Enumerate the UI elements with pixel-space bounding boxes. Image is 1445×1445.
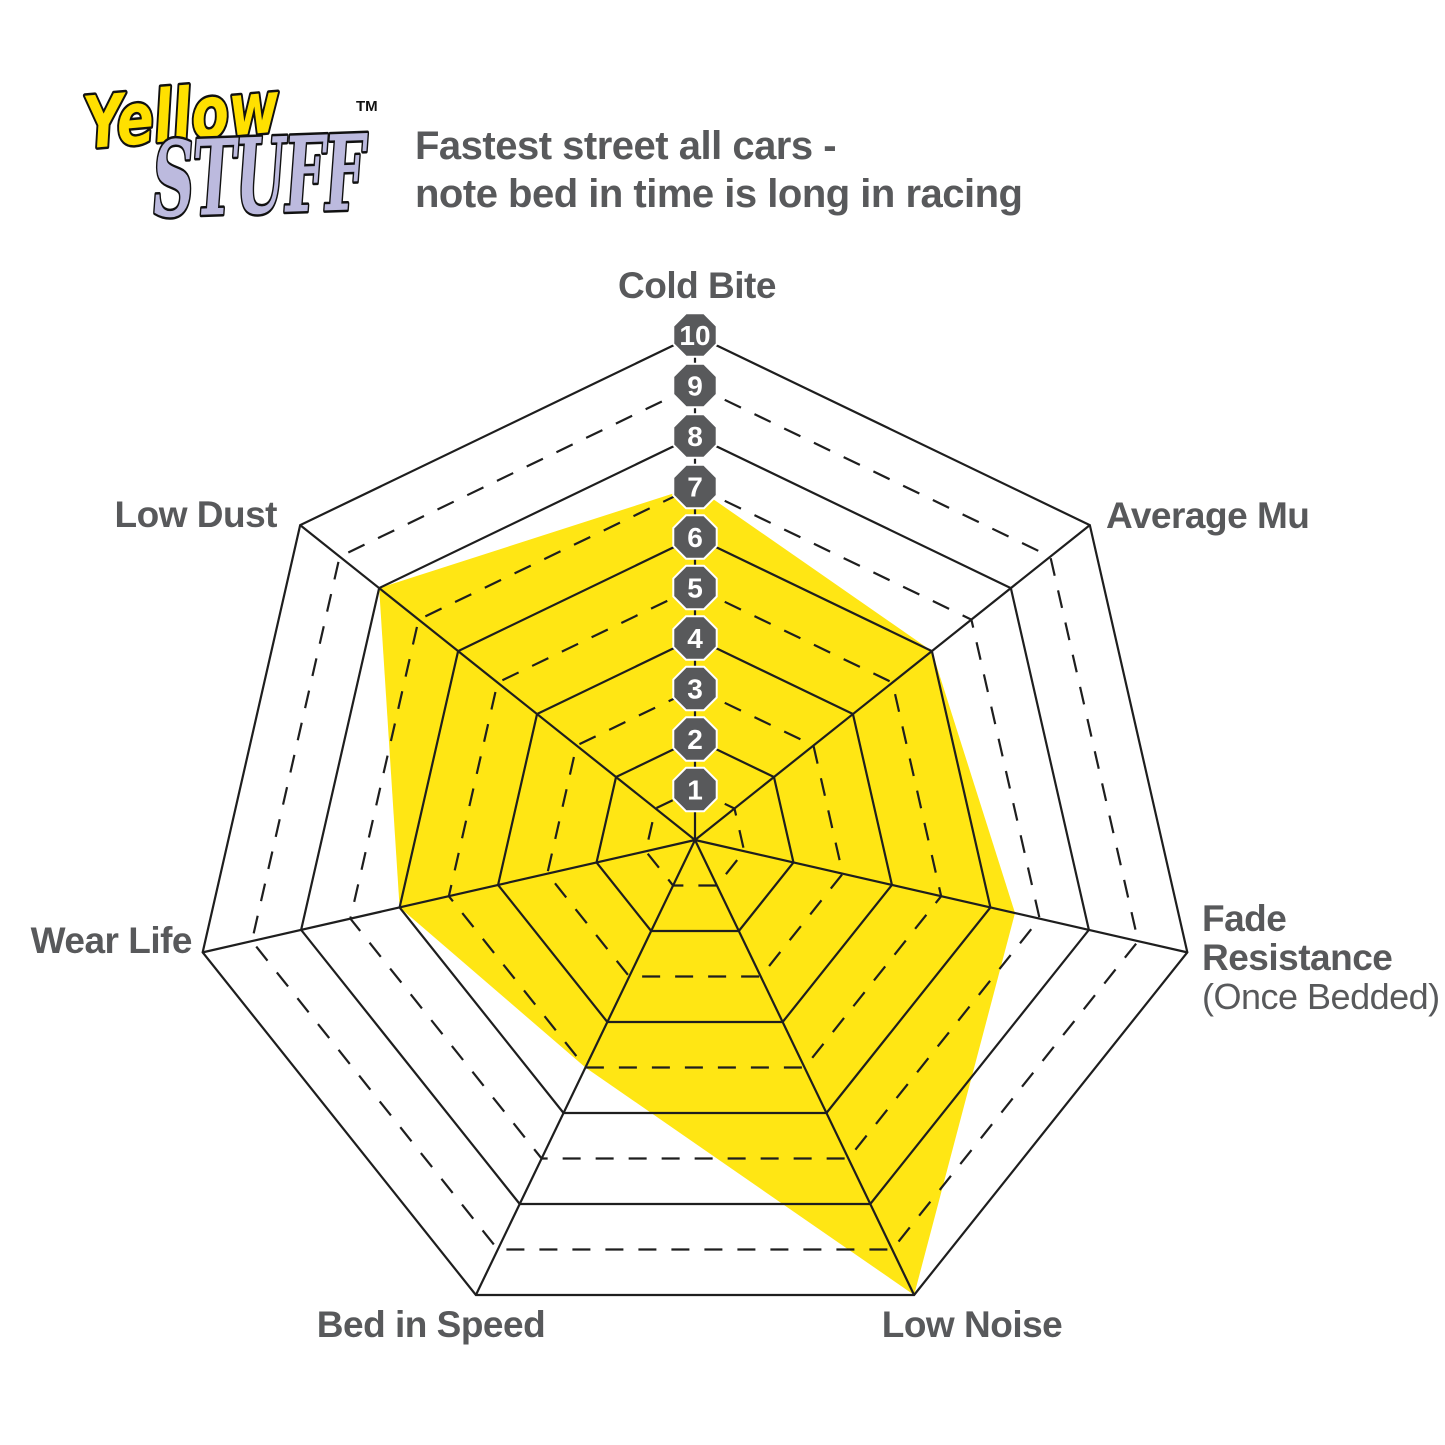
- scale-badge-label-4: 4: [687, 623, 703, 654]
- scale-badge-label-10: 10: [679, 320, 710, 351]
- axis-label-wear-life: Wear Life: [31, 920, 192, 961]
- yellowstuff-logo: Yellow STUFF TM: [78, 62, 378, 244]
- scale-badge-label-9: 9: [687, 370, 703, 401]
- scale-badge-label-1: 1: [687, 774, 703, 805]
- radar-spoke-low-noise: [694, 839, 916, 1296]
- axis-label-average-mu: Average Mu: [1106, 495, 1309, 536]
- scale-badge-label-3: 3: [687, 673, 703, 704]
- radar-ring-10: [201, 333, 1189, 1297]
- series-polygon-yellowstuff: [379, 486, 1016, 1295]
- scale-badge-label-6: 6: [687, 522, 703, 553]
- logo-trademark: TM: [356, 98, 378, 115]
- scale-badge-6: [672, 514, 718, 560]
- radar-spoke-average-mu: [694, 524, 1091, 841]
- chart-subtitle: Fastest street all cars - note bed in ti…: [415, 124, 1023, 216]
- radar-spoke-bed-in-speed: [474, 839, 696, 1296]
- scale-badge-4: [672, 615, 718, 661]
- radar-ring-7: [349, 485, 1041, 1160]
- radar-ring-5: [447, 586, 943, 1069]
- scale-badge-7: [672, 463, 718, 510]
- subtitle-line-2: note bed in time is long in racing: [415, 172, 1023, 216]
- axis-sublabel-fade-resistance: (Once Bedded): [1202, 976, 1440, 1017]
- scale-badge-8: [672, 413, 718, 459]
- scale-badge-label-8: 8: [687, 421, 703, 452]
- logo-word-stuff: STUFF: [150, 111, 371, 241]
- radar-chart: 1 2 3 4 5 6 7 8 9 10 Cold Bite Average Mu FadeResist…: [31, 265, 1441, 1345]
- scale-badge-1: [672, 766, 718, 813]
- axis-label-cold-bite: Cold Bite: [618, 265, 776, 306]
- radar-ring-2: [595, 737, 795, 933]
- axis-label-bed-in-speed: Bed in Speed: [317, 1304, 545, 1345]
- logo-word-yellow: Yellow: [80, 64, 283, 165]
- radar-spoke-wear-life: [202, 838, 696, 954]
- axis-label-low-noise: Low Noise: [882, 1304, 1063, 1345]
- scale-badge-9: [672, 362, 718, 409]
- scale-badge-label-5: 5: [687, 572, 703, 603]
- radar-ring-6: [398, 535, 992, 1115]
- radar-ring-4: [496, 636, 894, 1024]
- axis-label-low-dust: Low Dust: [115, 494, 278, 535]
- axis-label-fade-resistance-line-2: Resistance: [1202, 937, 1392, 978]
- scale-badge-label-7: 7: [687, 471, 703, 502]
- radar-ring-8: [299, 434, 1091, 1206]
- radar-spoke-low-dust: [299, 524, 696, 841]
- scale-badge-3: [672, 665, 718, 712]
- radar-ring-3: [546, 687, 844, 978]
- scale-badge-5: [672, 564, 718, 611]
- subtitle-line-1: Fastest street all cars -: [415, 124, 836, 168]
- radar-spoke-fade-resistance: [694, 838, 1188, 954]
- scale-badge-10: [672, 312, 718, 358]
- axis-label-fade-resistance-line-1: Fade: [1202, 898, 1286, 939]
- scale-badge-label-2: 2: [687, 724, 703, 755]
- scale-badge-2: [672, 716, 718, 762]
